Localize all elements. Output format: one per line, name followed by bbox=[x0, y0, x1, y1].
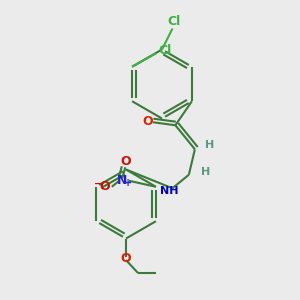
Text: +: + bbox=[124, 178, 132, 188]
Text: O: O bbox=[100, 180, 110, 193]
Text: O: O bbox=[120, 155, 130, 168]
Text: O: O bbox=[121, 252, 131, 266]
Text: −: − bbox=[94, 179, 102, 189]
Text: N: N bbox=[117, 174, 128, 187]
Text: NH: NH bbox=[160, 186, 178, 196]
Text: Cl: Cl bbox=[167, 15, 181, 28]
Text: H: H bbox=[205, 140, 214, 150]
Text: O: O bbox=[142, 115, 153, 128]
Text: Cl: Cl bbox=[158, 44, 171, 57]
Text: H: H bbox=[201, 167, 210, 177]
